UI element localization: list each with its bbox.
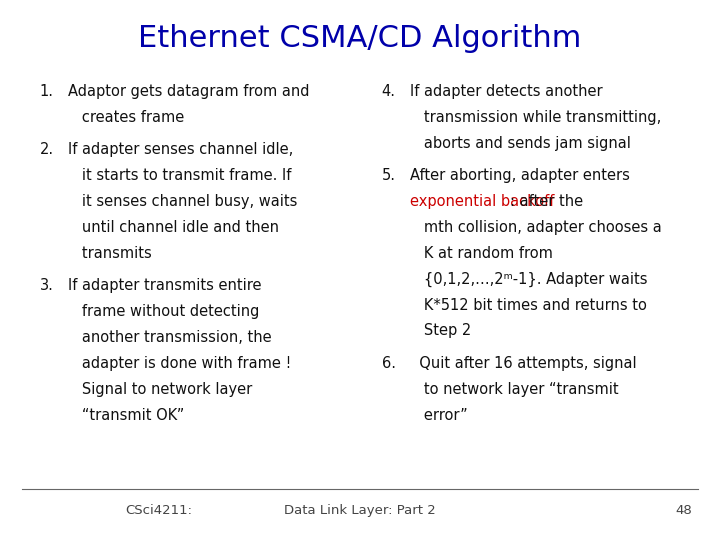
- Text: frame without detecting: frame without detecting: [68, 304, 260, 319]
- Text: Data Link Layer: Part 2: Data Link Layer: Part 2: [284, 504, 436, 517]
- Text: 3.: 3.: [40, 278, 53, 293]
- Text: If adapter senses channel idle,: If adapter senses channel idle,: [68, 142, 294, 157]
- Text: 1.: 1.: [40, 84, 53, 99]
- Text: After aborting, adapter enters: After aborting, adapter enters: [410, 168, 630, 183]
- Text: : after the: : after the: [510, 194, 583, 209]
- Text: adapter is done with frame !: adapter is done with frame !: [68, 356, 292, 371]
- Text: transmits: transmits: [68, 246, 152, 261]
- Text: Ethernet CSMA/CD Algorithm: Ethernet CSMA/CD Algorithm: [138, 24, 582, 53]
- Text: exponential backoff: exponential backoff: [410, 194, 555, 209]
- Text: it senses channel busy, waits: it senses channel busy, waits: [68, 194, 298, 209]
- Text: 48: 48: [675, 504, 693, 517]
- Text: until channel idle and then: until channel idle and then: [68, 220, 279, 235]
- Text: {0,1,2,…,2ᵐ-1}. Adapter waits: {0,1,2,…,2ᵐ-1}. Adapter waits: [410, 272, 648, 287]
- Text: 6.: 6.: [382, 356, 395, 371]
- Text: 2.: 2.: [40, 142, 54, 157]
- Text: aborts and sends jam signal: aborts and sends jam signal: [410, 136, 631, 151]
- Text: Quit after 16 attempts, signal: Quit after 16 attempts, signal: [410, 356, 637, 371]
- Text: If adapter detects another: If adapter detects another: [410, 84, 603, 99]
- Text: “transmit OK”: “transmit OK”: [68, 408, 185, 423]
- Text: creates frame: creates frame: [68, 110, 184, 125]
- Text: error”: error”: [410, 408, 468, 423]
- Text: mth collision, adapter chooses a: mth collision, adapter chooses a: [410, 220, 662, 235]
- Text: 4.: 4.: [382, 84, 395, 99]
- Text: it starts to transmit frame. If: it starts to transmit frame. If: [68, 168, 292, 183]
- Text: K*512 bit times and returns to: K*512 bit times and returns to: [410, 298, 647, 313]
- Text: transmission while transmitting,: transmission while transmitting,: [410, 110, 662, 125]
- Text: K at random from: K at random from: [410, 246, 553, 261]
- Text: Signal to network layer: Signal to network layer: [68, 382, 253, 397]
- Text: If adapter transmits entire: If adapter transmits entire: [68, 278, 262, 293]
- Text: CSci4211:: CSci4211:: [125, 504, 192, 517]
- Text: to network layer “transmit: to network layer “transmit: [410, 382, 619, 397]
- Text: 5.: 5.: [382, 168, 395, 183]
- Text: another transmission, the: another transmission, the: [68, 330, 272, 345]
- Text: Adaptor gets datagram from and: Adaptor gets datagram from and: [68, 84, 310, 99]
- Text: Step 2: Step 2: [410, 323, 472, 339]
